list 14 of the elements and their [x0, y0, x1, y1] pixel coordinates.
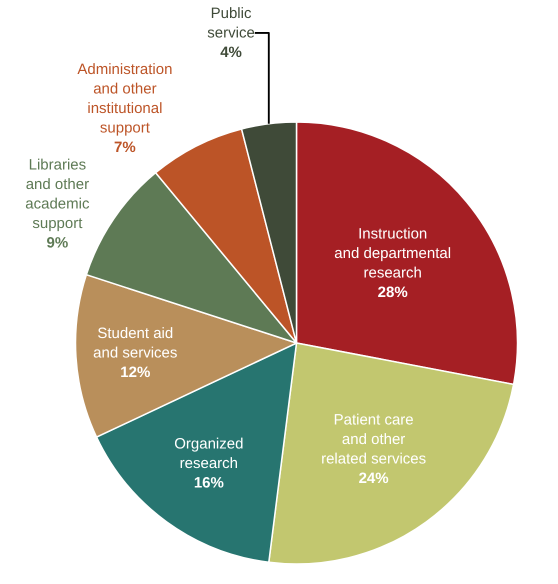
- slice-label: Public service: [207, 4, 255, 42]
- slice-label: Instruction and departmental research: [334, 226, 452, 282]
- slice-label: Administration and other institutional support: [77, 60, 172, 136]
- data-label: 12%: [120, 364, 150, 382]
- data-label: 9%: [46, 234, 68, 252]
- data-label: 28%: [378, 284, 408, 302]
- data-label: 24%: [358, 470, 389, 487]
- data-label: 4%: [220, 44, 242, 61]
- slice-label: Patient care and other related services: [321, 411, 426, 468]
- slice-label: Libraries and other academic support: [25, 156, 90, 232]
- slice-label: Organized research: [174, 436, 244, 472]
- data-label: 16%: [194, 474, 224, 492]
- slice-label: Student aid and services: [93, 325, 178, 362]
- data-label: 7%: [114, 138, 136, 156]
